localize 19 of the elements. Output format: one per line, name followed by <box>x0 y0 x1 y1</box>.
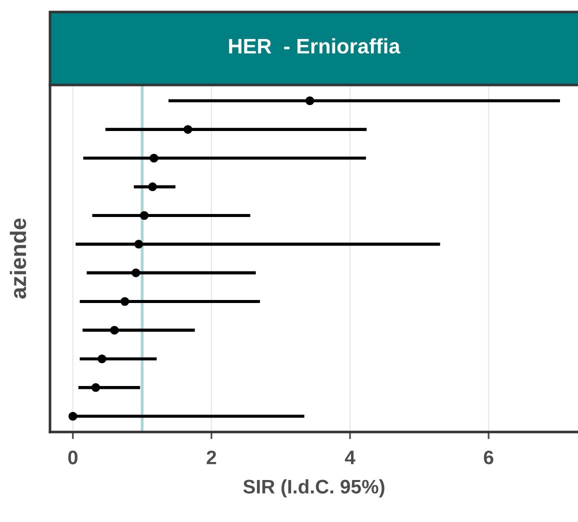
x-axis-title: SIR (I.d.C. 95%) <box>243 479 384 498</box>
point <box>148 182 157 192</box>
point <box>134 240 144 249</box>
point <box>184 125 192 134</box>
y-axis-title: aziende <box>10 218 26 299</box>
point <box>120 297 130 306</box>
point <box>91 383 100 392</box>
point <box>132 268 140 278</box>
point <box>110 326 119 335</box>
point <box>150 154 158 162</box>
x-tick-label: 0 <box>68 450 78 464</box>
x-tick-label: 6 <box>484 450 494 464</box>
point <box>68 412 78 421</box>
point <box>305 96 314 106</box>
x-tick-label: 4 <box>344 450 356 464</box>
point <box>140 211 149 220</box>
point <box>98 354 106 364</box>
chart-title: HER - Ernioraffia <box>229 38 400 54</box>
x-tick-label: 2 <box>206 450 216 464</box>
